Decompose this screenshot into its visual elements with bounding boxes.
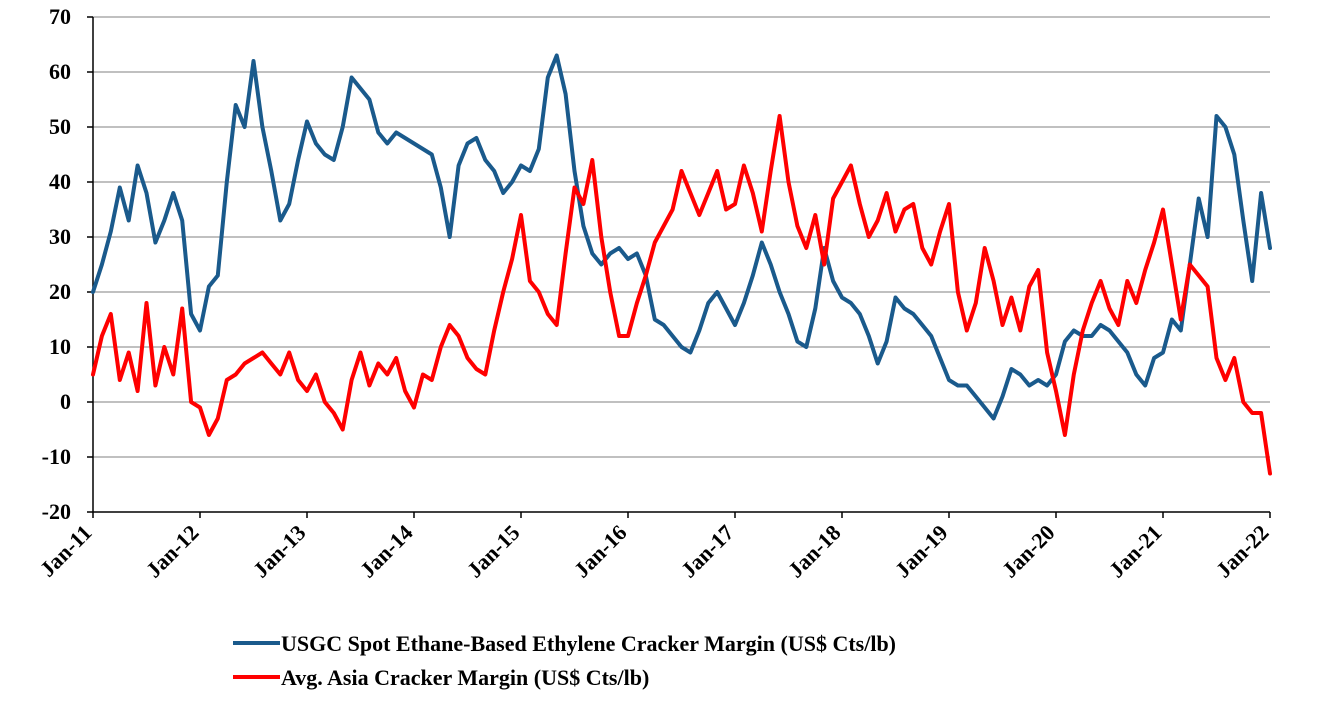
x-tick-label: Jan-13	[248, 520, 311, 583]
x-tick-label: Jan-21	[1104, 520, 1167, 583]
y-tick-label: 10	[49, 334, 71, 359]
x-tick-label: Jan-12	[141, 520, 204, 583]
legend: USGC Spot Ethane-Based Ethylene Cracker …	[233, 631, 896, 690]
legend-label: Avg. Asia Cracker Margin (US$ Cts/lb)	[281, 665, 649, 690]
y-tick-label: 70	[49, 4, 71, 29]
x-tick-label: Jan-16	[569, 520, 632, 583]
y-tick-label: 0	[60, 389, 71, 414]
y-tick-label: 60	[49, 59, 71, 84]
x-tick-label: Jan-17	[676, 520, 739, 583]
legend-label: USGC Spot Ethane-Based Ethylene Cracker …	[281, 631, 896, 656]
grid-layer	[87, 16, 1271, 518]
x-tick-label: Jan-15	[462, 520, 525, 583]
x-tick-label: Jan-14	[355, 520, 418, 583]
x-tick-label: Jan-19	[890, 520, 953, 583]
series-layer	[91, 53, 1272, 476]
y-tick-label: 20	[49, 279, 71, 304]
x-tick-label: Jan-20	[997, 520, 1060, 583]
legend-item: USGC Spot Ethane-Based Ethylene Cracker …	[233, 631, 896, 656]
y-tick-label: 30	[49, 224, 71, 249]
x-tick-label: Jan-22	[1211, 520, 1274, 583]
y-tick-label: 50	[49, 114, 71, 139]
x-tick-label: Jan-11	[35, 520, 97, 582]
y-tick-label: -10	[42, 444, 71, 469]
y-tick-label: -20	[42, 499, 71, 524]
series-line-asia	[91, 114, 1272, 476]
legend-item: Avg. Asia Cracker Margin (US$ Cts/lb)	[233, 665, 649, 690]
y-tick-label: 40	[49, 169, 71, 194]
series-line-usgc	[91, 53, 1272, 421]
x-axis-labels: Jan-11 Jan-12 Jan-13 Jan-14 Jan-15 Jan-16 Jan-…	[35, 520, 1274, 583]
x-tick-label: Jan-18	[783, 520, 846, 583]
y-axis-labels: -20 -10 0 10 20 30 40 50 60 70	[42, 4, 71, 524]
